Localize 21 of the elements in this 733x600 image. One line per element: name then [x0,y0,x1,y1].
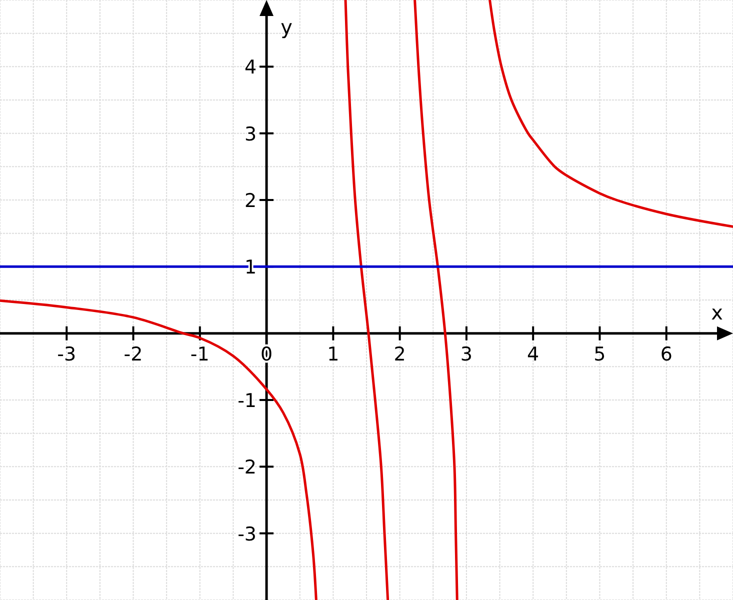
x-tick-label: 4 [527,343,540,366]
line-series [0,299,318,600]
y-tick-label: -3 [238,523,257,546]
line-series [414,0,458,600]
x-tick-label: 2 [394,343,406,366]
x-tick-label: -1 [190,343,210,366]
x-tick-label: 3 [460,343,472,366]
y-tick-label: 2 [244,190,257,212]
x-tick-label: 1 [327,343,340,366]
line-series [344,0,390,600]
line-series [488,0,733,228]
x-tick-label: -2 [124,343,143,366]
x-tick-label: -3 [57,343,76,366]
x-tick-label: 6 [660,343,672,366]
x-axis-title: x [711,300,724,324]
y-axis-title: y [280,15,293,39]
x-tick-label: 5 [594,343,606,366]
y-tick-label: -1 [238,390,257,412]
y-tick-label: 3 [244,123,257,146]
y-tick-label: -2 [238,456,257,479]
y-tick-label: 4 [244,56,257,79]
